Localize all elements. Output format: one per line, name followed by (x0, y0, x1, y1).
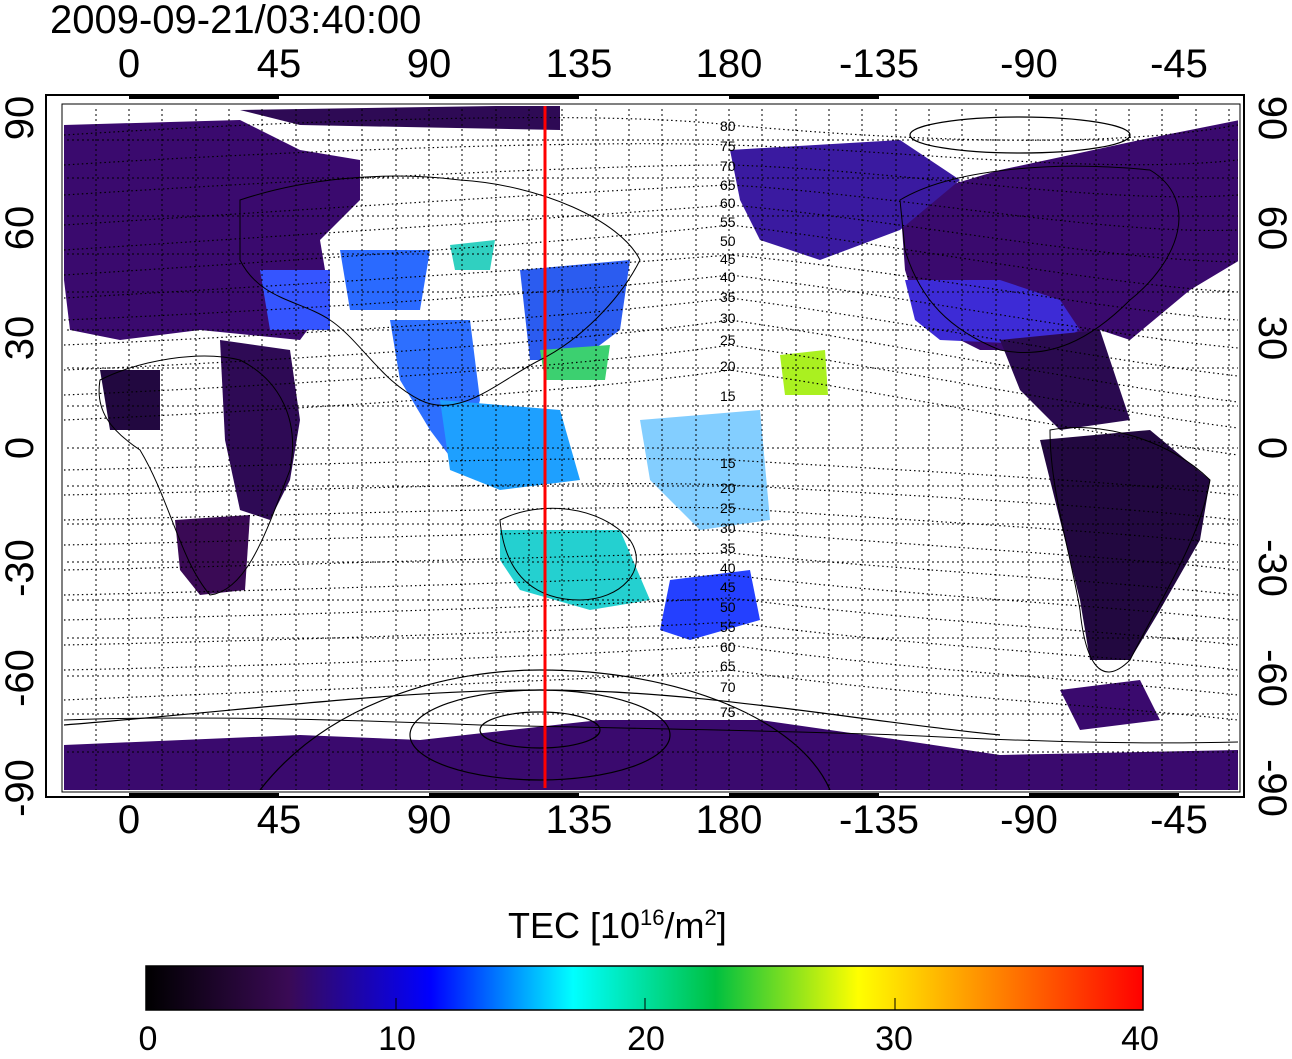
top-tick: 90 (406, 42, 452, 86)
contour-label: 20 (720, 480, 736, 496)
graticule (64, 106, 1238, 790)
top-tick: 0 (117, 42, 141, 86)
contour-label: 35 (720, 540, 736, 556)
contour-label: 55 (720, 214, 736, 230)
bottom-tick: 90 (406, 798, 452, 842)
antarctica-west-patch (1060, 680, 1160, 730)
colorbar-ticks (395, 998, 896, 1010)
pacific-yellow-patch (780, 350, 828, 395)
indonesia-cyan-patch (440, 400, 580, 490)
contour-label: 45 (720, 579, 736, 595)
contour-label: 30 (720, 310, 736, 326)
contour-label: 60 (720, 195, 736, 211)
contour-label: 50 (720, 233, 736, 249)
colorbar-tick-label: 30 (875, 1020, 913, 1058)
colorbar-tick-label: 10 (378, 1020, 416, 1058)
pacific-blue-patch (640, 410, 770, 530)
magnetic-contours (64, 116, 1238, 721)
asia-blue-patch (340, 250, 430, 310)
bottom-tick: -90 (1000, 798, 1058, 842)
colorbar-tick-label: 40 (1121, 1020, 1159, 1058)
map-inner-frame (61, 103, 1241, 793)
contour-label: 40 (720, 269, 736, 285)
colorbar-tick-label: 20 (627, 1020, 665, 1058)
contour-label: 45 (720, 251, 736, 267)
map-frame (45, 94, 1245, 798)
africa-patch (220, 340, 300, 520)
colorbar-title: TEC [1016/m2] (508, 905, 727, 946)
contour-label: 20 (720, 358, 736, 374)
top-tick: -45 (1150, 42, 1208, 86)
contour-label: 80 (720, 118, 736, 134)
contour-label: 65 (720, 658, 736, 674)
bottom-tick: 0 (117, 798, 141, 842)
top-tick: 45 (256, 42, 302, 86)
japan-green-patch (540, 345, 610, 380)
polar-contours (64, 116, 1131, 790)
contour-label: 15 (720, 455, 736, 471)
north-america-blue-patch (905, 280, 1080, 345)
top-tick: -135 (838, 42, 920, 86)
coastlines (64, 165, 1238, 744)
contour-label: 70 (720, 158, 736, 174)
contour-label: 25 (720, 500, 736, 516)
australia-cyan-patch (500, 530, 650, 610)
mongolia-green-patch (450, 240, 495, 270)
new-zealand-blue-patch (660, 570, 760, 640)
contour-label: 75 (720, 138, 736, 154)
south-america-patch (1040, 430, 1210, 660)
bottom-tick: -135 (838, 798, 920, 842)
contour-label: 30 (720, 520, 736, 536)
contour-label: 60 (720, 639, 736, 655)
contour-labels: 80 75 70 65 60 55 50 45 40 35 30 25 20 1… (720, 118, 736, 720)
contour-label: 15 (720, 388, 736, 404)
central-america-patch (1000, 330, 1130, 430)
contour-label: 50 (720, 599, 736, 615)
siberia-patch (240, 106, 560, 130)
contour-label: 65 (720, 177, 736, 193)
contour-label: 25 (720, 332, 736, 348)
timestamp-title: 2009-09-21/03:40:00 (50, 0, 422, 42)
west-africa-patch (100, 370, 160, 430)
antarctica-patch (64, 720, 1238, 790)
contour-label: 55 (720, 619, 736, 635)
bottom-tick: 135 (545, 798, 613, 842)
top-tick: 135 (545, 42, 613, 86)
top-tick: 180 (695, 42, 763, 86)
colorbar-tick-label: 0 (138, 1020, 158, 1058)
top-tick: -90 (1000, 42, 1058, 86)
south-africa-patch (175, 515, 250, 595)
contour-label: 75 (720, 704, 736, 720)
contour-label: 40 (720, 560, 736, 576)
bottom-tick: 45 (256, 798, 302, 842)
central-asia-blue-patch (260, 270, 330, 330)
east-asia-blue-patch (520, 260, 630, 360)
contour-label: 35 (720, 289, 736, 305)
alaska-patch (730, 140, 960, 260)
contour-label: 70 (720, 679, 736, 695)
map-area: 80 75 70 65 60 55 50 45 40 35 30 25 20 1… (64, 106, 1238, 790)
bottom-tick: 180 (695, 798, 763, 842)
bottom-tick: -45 (1150, 798, 1208, 842)
